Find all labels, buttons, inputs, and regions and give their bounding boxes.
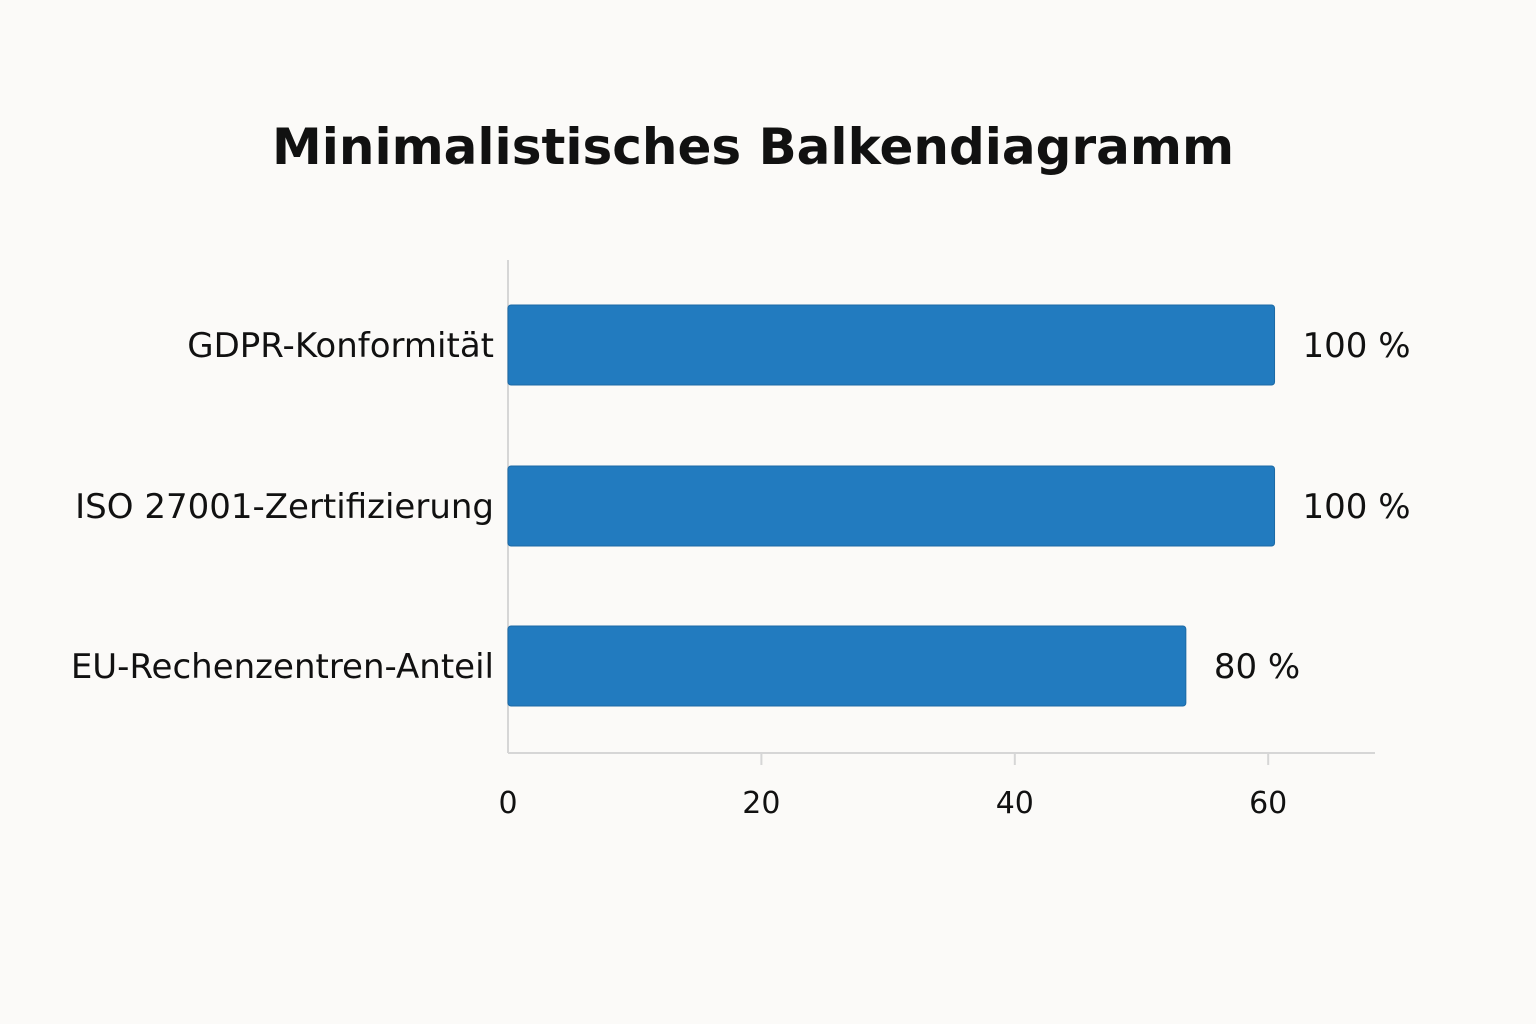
chart-title: Minimalistisches Balkendiagramm bbox=[271, 118, 1235, 176]
category-label: ISO 27001-Zertifizierung bbox=[75, 487, 494, 527]
x-tick-label: 60 bbox=[1249, 786, 1287, 821]
bar bbox=[507, 465, 1276, 547]
bar bbox=[507, 625, 1187, 707]
x-tick-label: 0 bbox=[498, 786, 517, 821]
bar bbox=[507, 304, 1276, 386]
x-tick-label: 20 bbox=[742, 786, 780, 821]
data-label: 80 % bbox=[1214, 647, 1300, 687]
category-label: EU-Rechenzentren-Anteil bbox=[71, 647, 494, 687]
data-label: 100 % bbox=[1303, 487, 1411, 527]
x-tick-label: 40 bbox=[996, 786, 1034, 821]
category-label: GDPR-Konformität bbox=[187, 326, 494, 366]
data-label: 100 % bbox=[1303, 326, 1411, 366]
